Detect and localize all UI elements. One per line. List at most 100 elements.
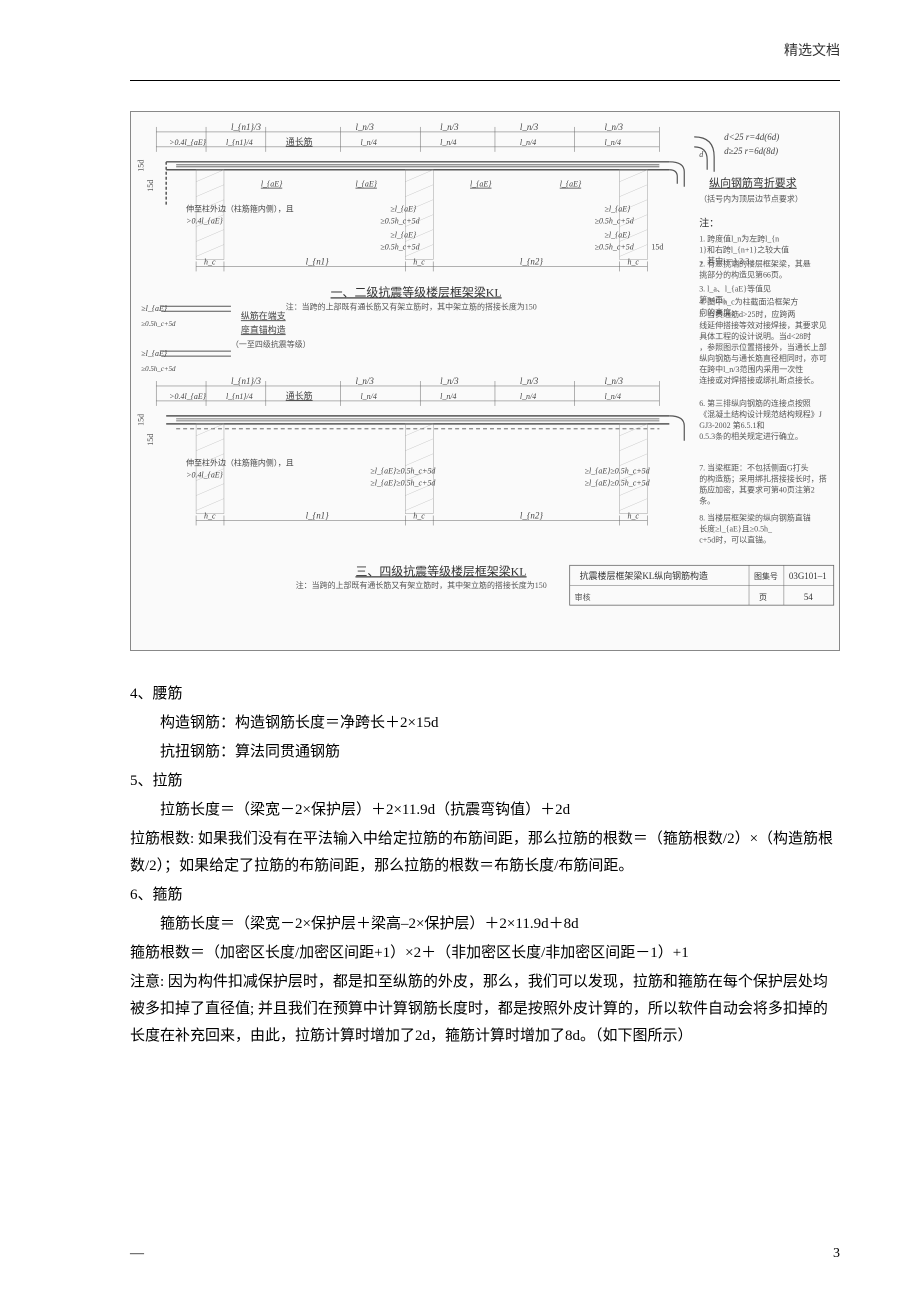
svg-text:54: 54 xyxy=(804,592,813,602)
section-4-title: 4、腰筋 xyxy=(130,681,840,708)
svg-text:l_{aE}: l_{aE} xyxy=(560,180,582,189)
svg-text:h_c: h_c xyxy=(413,511,425,520)
svg-text:l_{n1}/3: l_{n1}/3 xyxy=(231,122,262,132)
svg-text:座直锚构造: 座直锚构造 xyxy=(241,324,286,335)
svg-text:l_{n2}: l_{n2} xyxy=(520,510,543,520)
svg-text:l_n/3: l_n/3 xyxy=(440,376,459,386)
svg-text:三、四级抗震等级楼层框架梁KL: 三、四级抗震等级楼层框架梁KL xyxy=(355,563,526,578)
svg-text:≥0.5h_c+5d: ≥0.5h_c+5d xyxy=(380,217,419,226)
section-6-line-1: 箍筋长度＝（梁宽－2×保护层＋梁高–2×保护层）＋2×11.9d＋8d xyxy=(130,911,840,938)
svg-text:≥l_{aE}≥0.5h_c+5d: ≥l_{aE}≥0.5h_c+5d xyxy=(370,479,435,488)
svg-text:h_c: h_c xyxy=(204,257,216,266)
svg-text:15d: 15d xyxy=(146,434,155,446)
svg-text:h_c: h_c xyxy=(627,511,639,520)
svg-text:≥l_{aE}≥0.5h_c+5d: ≥l_{aE}≥0.5h_c+5d xyxy=(370,467,435,476)
svg-text:抗震楼层框架梁KL纵向钢筋构造: 抗震楼层框架梁KL纵向钢筋构造 xyxy=(580,570,708,581)
svg-text:注：当跨的上部既有通长筋又有架立筋时，其中架立筋的搭接长度为: 注：当跨的上部既有通长筋又有架立筋时，其中架立筋的搭接长度为150 xyxy=(286,301,537,311)
svg-text:5. 当贯通筋d>25时，应跨两线延伸搭接等效对接焊接，其要: 5. 当贯通筋d>25时，应跨两线延伸搭接等效对接焊接，其要求见具体工程的设计说… xyxy=(699,309,827,385)
svg-text:l_n/4: l_n/4 xyxy=(605,138,621,147)
svg-text:l_n/4: l_n/4 xyxy=(360,392,376,401)
svg-text:l_{n2}: l_{n2} xyxy=(520,256,543,266)
svg-text:h_c: h_c xyxy=(413,257,425,266)
svg-text:l_{aE}: l_{aE} xyxy=(261,180,283,189)
svg-text:l_n/3: l_n/3 xyxy=(520,376,539,386)
svg-text:15d: 15d xyxy=(136,414,145,426)
svg-text:≥0.5h_c+5d: ≥0.5h_c+5d xyxy=(595,217,634,226)
svg-text:注：: 注： xyxy=(699,217,719,230)
svg-text:>0.4l_{aE}: >0.4l_{aE} xyxy=(169,138,207,147)
svg-text:l_n/3: l_n/3 xyxy=(440,122,459,132)
svg-text:≥l_{aE}: ≥l_{aE} xyxy=(390,205,417,214)
svg-text:03G101–1: 03G101–1 xyxy=(789,571,827,581)
svg-text:7. 当梁框距：不包括侧面G打头的构造筋；采用绑扎搭接接长时: 7. 当梁框距：不包括侧面G打头的构造筋；采用绑扎搭接接长时，搭筋应加密，其要求… xyxy=(699,463,827,506)
svg-text:l_n/4: l_n/4 xyxy=(440,138,456,147)
svg-text:纵向钢筋弯折要求: 纵向钢筋弯折要求 xyxy=(709,176,797,190)
svg-text:通长筋: 通长筋 xyxy=(286,390,313,401)
svg-text:图集号: 图集号 xyxy=(754,571,778,581)
svg-text:（一至四级抗震等级）: （一至四级抗震等级） xyxy=(231,339,311,349)
svg-text:>0.4l_{aE}: >0.4l_{aE} xyxy=(186,471,224,480)
svg-text:d: d xyxy=(699,150,703,159)
svg-text:纵筋在端支: 纵筋在端支 xyxy=(241,310,286,321)
svg-text:>0.4l_{aE}: >0.4l_{aE} xyxy=(186,217,224,226)
section-6-para-1: 箍筋根数＝（加密区长度/加密区间距+1）×2＋（非加密区长度/非加密区间距－1）… xyxy=(130,940,840,967)
svg-text:d<25 r=4d(6d): d<25 r=4d(6d) xyxy=(724,132,779,142)
svg-text:l_n/3: l_n/3 xyxy=(605,122,624,132)
svg-text:l_{n1}/4: l_{n1}/4 xyxy=(226,392,253,401)
svg-text:6. 第三排纵向钢筋的连接点按照《混凝土结构设计规范结构规程: 6. 第三排纵向钢筋的连接点按照《混凝土结构设计规范结构规程》JGJ3-2002… xyxy=(699,398,822,441)
svg-text:l_n/4: l_n/4 xyxy=(605,392,621,401)
svg-text:l_n/3: l_n/3 xyxy=(355,122,374,132)
svg-text:伸至柱外边（柱筋箍内侧），且: 伸至柱外边（柱筋箍内侧），且 xyxy=(186,204,294,214)
svg-text:l_{n1}: l_{n1} xyxy=(306,510,329,520)
svg-text:≥l_{aE}: ≥l_{aE} xyxy=(605,205,632,214)
diagram-svg: l_{n1}/3 l_n/3 l_n/3 l_n/3 l_n/3 >0.4l_{… xyxy=(131,112,839,650)
svg-text:≥l_{aE}≥0.5h_c+5d: ≥l_{aE}≥0.5h_c+5d xyxy=(585,467,650,476)
svg-text:（括号内为顶层边节点要求）: （括号内为顶层边节点要求） xyxy=(699,194,803,204)
svg-text:l_n/4: l_n/4 xyxy=(440,392,456,401)
side-detail: ≥l_{aE} ≥0.5h_c+5d ≥l_{aE} ≥0.5h_c+5d 纵筋… xyxy=(141,304,310,373)
svg-text:通长筋: 通长筋 xyxy=(286,136,313,147)
section-6-para-2: 注意: 因为构件扣减保护层时，都是扣至纵筋的外皮，那么，我们可以发现，拉筋和箍筋… xyxy=(130,969,840,1050)
content-body: 4、腰筋 构造钢筋：构造钢筋长度＝净跨长＋2×15d 抗扭钢筋：算法同贯通钢筋 … xyxy=(130,681,840,1050)
svg-text:l_n/4: l_n/4 xyxy=(520,138,536,147)
svg-text:页: 页 xyxy=(759,593,767,602)
svg-text:l_n/3: l_n/3 xyxy=(605,376,624,386)
svg-text:≥l_{aE}: ≥l_{aE} xyxy=(390,231,417,240)
svg-text:审核: 审核 xyxy=(575,592,591,602)
svg-text:15d: 15d xyxy=(136,160,145,172)
svg-text:8. 当楼层框架梁的纵向钢筋直锚长度≥l_{aE}且≥0.5: 8. 当楼层框架梁的纵向钢筋直锚长度≥l_{aE}且≥0.5h_c+5d时，可以… xyxy=(699,512,811,544)
lower-beam-section: l_{n1}/3 l_n/3 l_n/3 l_n/3 l_n/3 >0.4l_{… xyxy=(136,376,684,525)
bottom-title-strip: 三、四级抗震等级楼层框架梁KL 注：当跨的上部既有通长筋又有架立筋时，其中架立筋… xyxy=(296,563,834,605)
svg-text:一、二级抗震等级楼层框架梁KL: 一、二级抗震等级楼层框架梁KL xyxy=(331,284,502,299)
svg-text:≥l_{aE}: ≥l_{aE} xyxy=(605,231,632,240)
svg-text:l_{n1}: l_{n1} xyxy=(306,256,329,266)
svg-text:l_{n1}/3: l_{n1}/3 xyxy=(231,376,262,386)
page-footer: — 3 xyxy=(130,1245,840,1262)
header-divider xyxy=(130,80,840,81)
section-6-title: 6、箍筋 xyxy=(130,882,840,909)
svg-text:≥l_{aE}: ≥l_{aE} xyxy=(141,304,168,313)
svg-text:l_n/4: l_n/4 xyxy=(360,138,376,147)
section-5-title: 5、拉筋 xyxy=(130,768,840,795)
svg-text:2. 有悬挑端的楼层框架梁，其悬挑部分的构造见第66页。: 2. 有悬挑端的楼层框架梁，其悬挑部分的构造见第66页。 xyxy=(699,258,811,279)
bend-detail-callout: d<25 r=4d(6d) d≥25 r=6d(8d) d 纵向钢筋弯折要求 （… xyxy=(694,132,803,204)
section-4-line-1: 构造钢筋：构造钢筋长度＝净跨长＋2×15d xyxy=(130,710,840,737)
upper-beam-section: l_{n1}/3 l_n/3 l_n/3 l_n/3 l_n/3 >0.4l_{… xyxy=(136,122,684,311)
svg-text:15d: 15d xyxy=(651,242,663,251)
svg-text:≥l_{aE}: ≥l_{aE} xyxy=(141,349,168,358)
section-5-line-1: 拉筋长度＝（梁宽－2×保护层）＋2×11.9d（抗震弯钩值）＋2d xyxy=(130,797,840,824)
header-label: 精选文档 xyxy=(784,44,840,59)
svg-text:l_{aE}: l_{aE} xyxy=(355,180,377,189)
svg-text:15d: 15d xyxy=(146,180,155,192)
svg-text:≥0.5h_c+5d: ≥0.5h_c+5d xyxy=(380,242,419,251)
svg-text:>0.4l_{aE}: >0.4l_{aE} xyxy=(169,392,207,401)
footer-dash: — xyxy=(130,1246,144,1262)
svg-text:≥0.5h_c+5d: ≥0.5h_c+5d xyxy=(141,365,176,373)
svg-text:l_n/4: l_n/4 xyxy=(520,392,536,401)
svg-text:l_{n1}/4: l_{n1}/4 xyxy=(226,138,253,147)
notes-column: 注： 1. 跨度值l_n为左跨l_{n1}和右跨l_{n+1}之较大值，其中i＝… xyxy=(699,217,827,545)
svg-text:≥0.5h_c+5d: ≥0.5h_c+5d xyxy=(141,320,176,328)
svg-text:≥l_{aE}≥0.5h_c+5d: ≥l_{aE}≥0.5h_c+5d xyxy=(585,479,650,488)
engineering-diagram: l_{n1}/3 l_n/3 l_n/3 l_n/3 l_n/3 >0.4l_{… xyxy=(130,111,840,651)
svg-text:注：当跨的上部既有通长筋又有架立筋时，其中架立筋的搭接长度为: 注：当跨的上部既有通长筋又有架立筋时，其中架立筋的搭接长度为150 xyxy=(296,580,547,590)
